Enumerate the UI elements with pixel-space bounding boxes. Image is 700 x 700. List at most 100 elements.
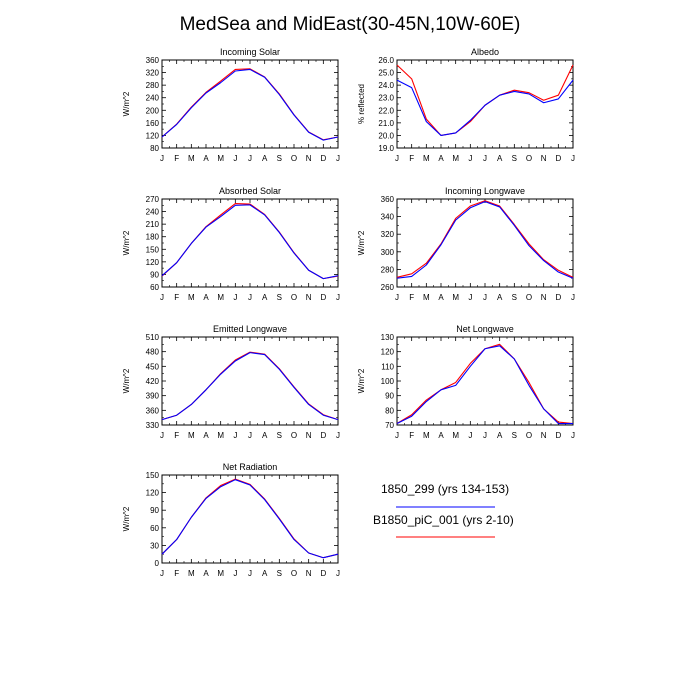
plot-frame [396,198,574,288]
y-tick-label: 300 [381,248,395,257]
plot-frame [161,59,339,149]
x-tick-label: D [555,431,561,440]
y-tick-label: 0 [155,559,160,568]
x-tick-label: A [497,154,503,163]
panel-title: Incoming Longwave [445,186,525,196]
y-tick-label: 24.0 [378,81,394,90]
y-tick-label: 360 [381,195,395,204]
x-tick-label: O [526,431,532,440]
x-tick-label: D [555,154,561,163]
x-tick-label: F [174,293,179,302]
y-tick-label: 480 [146,348,160,357]
y-tick-label: 330 [146,421,160,430]
x-tick-label: M [217,293,224,302]
x-tick-label: A [438,293,444,302]
x-tick-label: F [174,569,179,578]
y-tick-label: 280 [146,81,160,90]
x-tick-label: N [306,569,312,578]
x-tick-label: O [526,154,532,163]
x-tick-label: A [203,569,209,578]
x-tick-label: O [291,431,297,440]
x-tick-label: J [233,431,237,440]
y-tick-label: 160 [146,119,160,128]
y-tick-label: 320 [381,230,395,239]
y-axis-label: W/m^2 [122,506,131,531]
plot-frame [161,198,339,288]
y-tick-label: 80 [150,144,159,153]
y-tick-label: 270 [146,195,160,204]
series-line-1 [396,64,574,136]
x-tick-label: N [306,154,312,163]
x-tick-label: M [188,293,195,302]
y-tick-label: 180 [146,233,160,242]
x-tick-label: A [203,293,209,302]
y-tick-label: 70 [385,421,394,430]
x-tick-label: A [497,293,503,302]
series-line-0 [161,204,339,280]
y-tick-label: 130 [381,333,395,342]
x-tick-label: J [571,293,575,302]
x-tick-label: J [468,431,472,440]
x-tick-label: A [262,293,268,302]
x-tick-label: J [160,293,164,302]
y-axis-label: W/m^2 [357,230,366,255]
x-tick-label: S [512,431,517,440]
x-tick-label: M [452,431,459,440]
y-tick-label: 60 [150,283,159,292]
x-tick-label: N [541,293,547,302]
series-line-0 [396,201,574,279]
y-tick-label: 210 [146,220,160,229]
y-tick-label: 260 [381,283,395,292]
x-tick-label: S [277,154,282,163]
x-tick-label: D [320,569,326,578]
plot-frame [161,474,339,564]
x-tick-label: D [320,431,326,440]
panel-title: Incoming Solar [220,47,280,57]
series-line-1 [161,351,339,421]
x-tick-label: J [248,569,252,578]
x-tick-label: F [174,431,179,440]
y-tick-label: 19.0 [378,144,394,153]
y-tick-label: 280 [381,265,395,274]
panel-title: Emitted Longwave [213,324,287,334]
x-tick-label: J [160,431,164,440]
x-tick-label: A [438,154,444,163]
y-tick-label: 90 [150,270,159,279]
x-tick-label: F [409,431,414,440]
x-tick-label: F [409,154,414,163]
x-tick-label: S [512,293,517,302]
x-tick-label: M [423,293,430,302]
x-tick-label: S [277,293,282,302]
y-tick-label: 110 [381,362,394,371]
x-tick-label: J [233,293,237,302]
panel-title: Net Radiation [223,462,278,472]
y-tick-label: 90 [150,506,159,515]
y-tick-label: 120 [146,489,160,498]
series-line-0 [161,68,339,141]
y-axis-label: W/m^2 [122,91,131,116]
y-tick-label: 100 [381,377,395,386]
series-line-0 [161,352,339,421]
y-axis-label: W/m^2 [122,230,131,255]
y-tick-label: 90 [385,392,394,401]
legend-label-0: 1850_299 (yrs 134-153) [381,482,509,496]
y-tick-label: 320 [146,69,160,78]
y-tick-label: 21.0 [378,119,394,128]
x-tick-label: J [248,154,252,163]
series-line-1 [161,203,339,280]
y-tick-label: 120 [146,258,160,267]
y-tick-label: 120 [381,348,395,357]
y-axis-label: % reflected [357,84,366,124]
x-tick-label: D [320,293,326,302]
x-tick-label: M [217,431,224,440]
x-tick-label: J [483,293,487,302]
series-line-1 [161,478,339,559]
y-tick-label: 510 [146,333,160,342]
x-tick-label: J [233,154,237,163]
x-tick-label: J [248,293,252,302]
y-tick-label: 360 [146,56,160,65]
series-line-1 [161,68,339,141]
